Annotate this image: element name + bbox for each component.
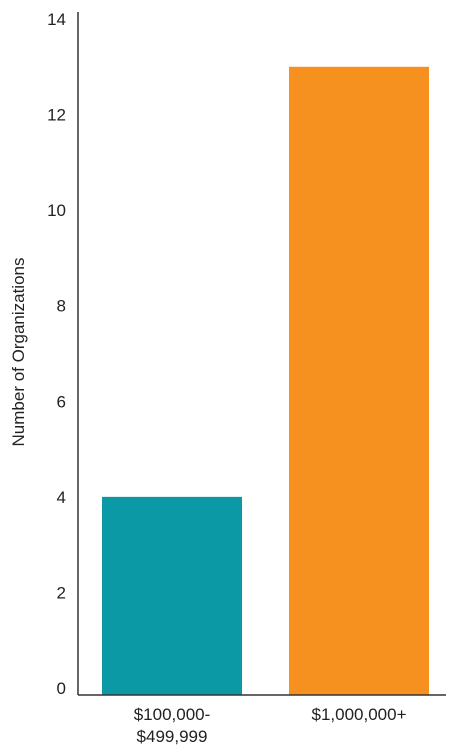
y-tick-label: 0 bbox=[57, 679, 66, 698]
x-axis-category-labels: $100,000- $499,999 $1,000,000+ bbox=[134, 705, 407, 746]
y-axis-title: Number of Organizations bbox=[9, 258, 28, 447]
y-tick-label: 12 bbox=[47, 106, 66, 125]
bar bbox=[102, 496, 242, 695]
y-tick-label: 6 bbox=[57, 392, 66, 411]
y-tick-label: 2 bbox=[57, 583, 66, 602]
y-tick-label: 14 bbox=[47, 10, 66, 29]
x-category-label: $1,000,000+ bbox=[311, 705, 406, 724]
x-category-label: $499,999 bbox=[137, 727, 208, 746]
y-tick-label: 8 bbox=[57, 297, 66, 316]
x-category-label: $100,000- bbox=[134, 705, 211, 724]
y-tick-label: 10 bbox=[47, 201, 66, 220]
y-tick-label: 4 bbox=[57, 488, 66, 507]
bar bbox=[289, 66, 429, 696]
bars bbox=[102, 66, 429, 696]
y-axis-ticks: 0 2 4 6 8 10 12 14 bbox=[47, 10, 66, 698]
